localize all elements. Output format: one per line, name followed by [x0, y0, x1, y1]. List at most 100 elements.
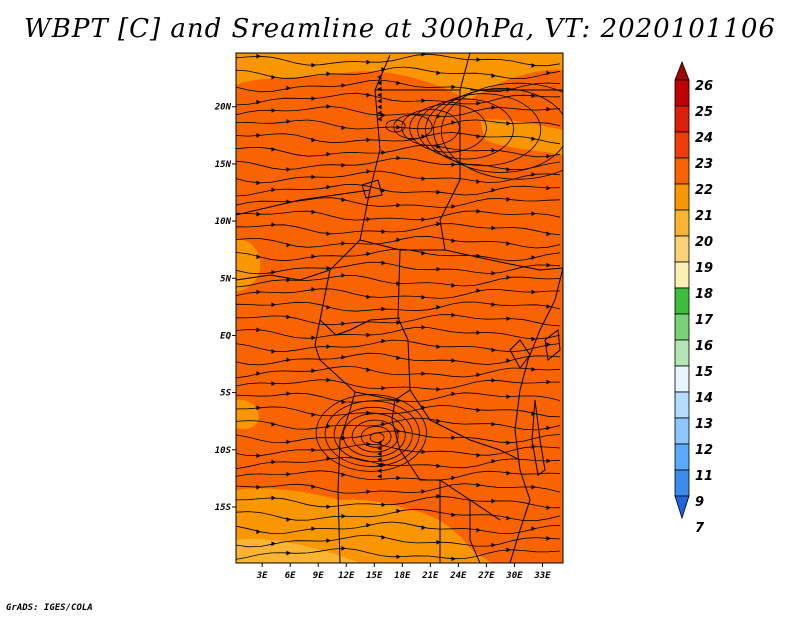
streamline-arrow — [546, 106, 551, 112]
streamline-arrow — [286, 167, 291, 172]
streamline — [236, 66, 561, 79]
streamline-arrow — [546, 70, 551, 76]
streamline-arrow — [436, 266, 441, 272]
streamline-arrow — [531, 211, 536, 216]
streamline-arrow — [451, 238, 456, 244]
streamline-arrow — [271, 422, 276, 427]
streamline — [236, 508, 561, 522]
streamline-arrow — [546, 153, 551, 159]
streamline-arrow — [326, 504, 331, 510]
streamline-arrow — [311, 526, 316, 531]
streamline-arrow — [271, 349, 276, 354]
streamline-arrow — [436, 463, 441, 469]
lake-outline — [531, 399, 546, 476]
streamline — [236, 106, 561, 117]
streamline-arrow — [381, 535, 386, 540]
streamline-arrow — [381, 306, 386, 312]
streamline-arrow — [341, 321, 346, 326]
streamline-arrow — [451, 312, 456, 318]
streamline-arrow — [396, 155, 401, 161]
streamline-arrow — [377, 80, 382, 86]
streamline-arrow — [436, 70, 441, 76]
streamline-arrow — [377, 474, 382, 479]
streamline-arrow — [326, 377, 331, 383]
streamline-arrow — [491, 458, 496, 464]
streamline-arrow — [377, 440, 382, 446]
streamline-arrow — [311, 287, 316, 292]
streamline-arrow — [396, 320, 401, 325]
colorbar-box — [674, 235, 690, 263]
streamline-arrow — [326, 104, 331, 109]
streamline-arrow — [451, 512, 456, 518]
streamline-arrow — [546, 425, 551, 431]
streamline-arrow — [256, 453, 261, 458]
streamline — [236, 132, 561, 145]
field-patch-southwest-small — [236, 399, 259, 430]
streamline-arrow — [546, 505, 551, 511]
streamline-arrow — [491, 347, 496, 353]
streamline — [236, 417, 561, 431]
streamline-arrow — [421, 449, 426, 455]
streamline-arrow — [286, 471, 291, 477]
streamline-arrow — [421, 295, 426, 300]
streamline-arrow — [311, 96, 316, 101]
streamline — [236, 183, 561, 197]
colorbar-box — [674, 469, 690, 497]
streamline-arrow — [311, 484, 316, 489]
streamline-arrow — [377, 451, 382, 457]
x-tick-label: 27E — [477, 571, 495, 581]
streamline — [236, 470, 561, 481]
streamlines — [236, 53, 563, 562]
streamline-arrow — [531, 411, 536, 416]
colorbar: 26 25 24 23 22 21 20 19 18 17 16 15 14 13 12 11 9 7 — [674, 60, 714, 536]
streamline-arrow — [491, 73, 496, 78]
streamline-arrow — [506, 515, 511, 521]
streamline-arrow — [256, 405, 261, 411]
streamline — [315, 394, 427, 472]
streamline-arrow — [286, 357, 291, 363]
streamline-arrow — [396, 281, 401, 286]
streamline-arrow — [506, 470, 511, 476]
streamline-arrow — [436, 304, 441, 310]
x-tick-label: 18E — [394, 571, 411, 581]
streamline-arrow — [366, 294, 371, 300]
streamline-arrow — [491, 225, 496, 231]
border-line — [469, 500, 481, 563]
streamline-arrow — [311, 335, 316, 341]
streamline-arrow — [271, 495, 276, 501]
streamline-arrow — [326, 71, 331, 77]
streamline — [425, 93, 542, 167]
streamline-arrow — [436, 221, 441, 227]
streamline-arrow — [311, 368, 316, 373]
colorbar-label: 17 — [695, 313, 714, 328]
colorbar-box — [674, 391, 690, 419]
streamline-arrow — [531, 289, 536, 295]
streamline-arrow — [341, 83, 346, 88]
streamline-arrow — [476, 527, 481, 533]
x-axis: 3E 6E 9E 12E 15E 18E 21E 24E 27E 30E 33E — [256, 563, 551, 581]
streamline-arrow — [341, 197, 346, 203]
streamline-arrow — [436, 539, 441, 545]
streamline-arrow — [326, 423, 331, 429]
streamline-arrow — [396, 508, 401, 514]
streamline-arrow — [381, 260, 386, 266]
streamline-arrow — [381, 338, 386, 344]
streamline-arrow — [436, 418, 441, 424]
streamline-arrow — [396, 355, 401, 361]
coastline-east — [509, 267, 563, 563]
streamline-arrow — [396, 80, 401, 86]
streamline-arrow — [531, 172, 536, 177]
x-tick-label: 3E — [256, 571, 268, 581]
streamline-arrow — [366, 59, 371, 65]
streamline-arrow — [381, 385, 386, 391]
streamline-arrow — [506, 121, 511, 126]
streamline — [236, 235, 561, 249]
streamline-arrow — [381, 502, 386, 507]
streamline-arrow — [531, 367, 536, 372]
streamline-arrow — [366, 92, 371, 98]
border-line — [319, 269, 401, 336]
streamline — [236, 119, 561, 130]
streamline-arrow — [476, 179, 481, 184]
streamline-arrow — [421, 176, 426, 181]
border-line — [354, 391, 396, 401]
